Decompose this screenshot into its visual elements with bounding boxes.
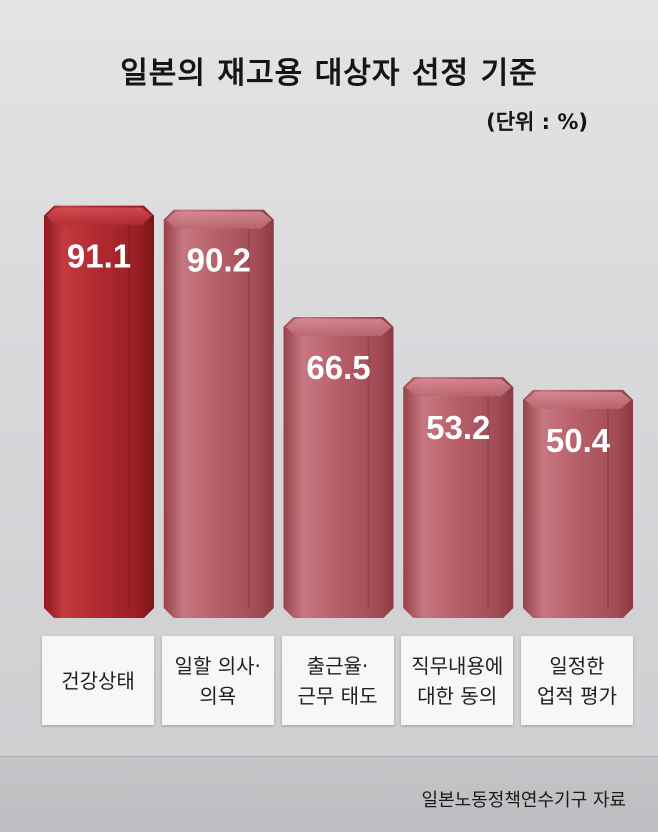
chart-title: 일본의 재고용 대상자 선정 기준: [120, 56, 538, 91]
bar-edge: [487, 397, 490, 608]
bar-body: [403, 377, 514, 618]
bar-cap: [285, 318, 392, 336]
bar-2: 90.2: [163, 209, 274, 618]
source-band: [0, 756, 658, 832]
value-label: 66.5: [306, 349, 370, 386]
bar-edge: [607, 409, 609, 608]
bar-cap: [405, 379, 512, 397]
bar-edge: [247, 229, 250, 608]
bar-4: 53.2: [403, 377, 514, 618]
value-label: 91.1: [67, 238, 131, 275]
value-label: 53.2: [426, 409, 490, 446]
source-label: 일본노동정책연수기구 자료: [421, 790, 626, 811]
bar-body: [44, 205, 154, 618]
category-label: 일정한 업적 평가: [521, 636, 633, 725]
category-label: 일할 의사· 의욕: [161, 636, 274, 725]
value-label: 50.4: [546, 422, 611, 459]
unit-label: (단위 : %): [486, 110, 588, 134]
bar-chart: 91.1 90.2 66.5 53.2 50.4: [44, 205, 633, 618]
bar-cap: [165, 211, 272, 229]
bar-5: 50.4: [523, 389, 633, 618]
bar-1: 91.1: [44, 205, 154, 618]
bar-cap: [46, 207, 152, 225]
category-label: 건강상태: [42, 636, 154, 725]
category-label: 직무내용에 대한 동의: [401, 636, 514, 725]
bar-body: [523, 389, 633, 618]
bar-edge: [128, 225, 130, 608]
bar-3: 66.5: [283, 316, 394, 618]
category-label: 출근율· 근무 태도: [281, 636, 394, 725]
bar-body: [163, 209, 274, 618]
bar-edge: [367, 336, 370, 608]
value-label: 90.2: [187, 242, 251, 279]
bar-cap: [525, 391, 631, 409]
bar-body: [283, 316, 394, 618]
